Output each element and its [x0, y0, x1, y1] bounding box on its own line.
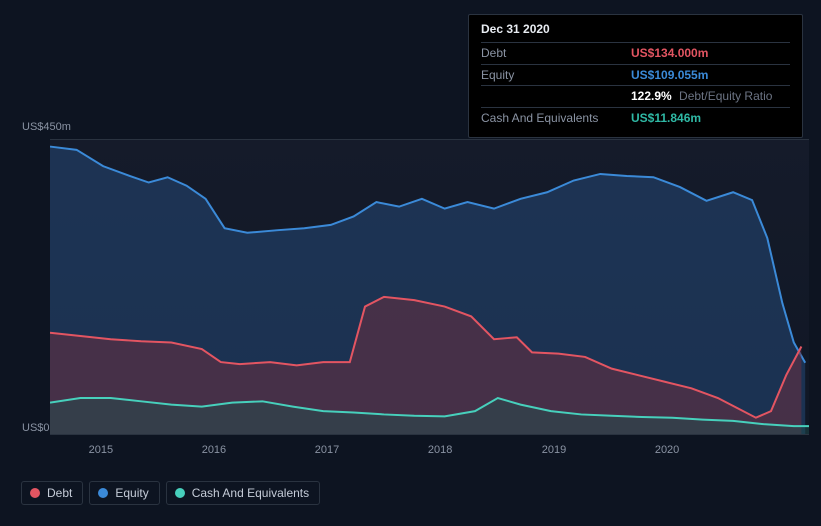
legend: Debt Equity Cash And Equivalents	[21, 481, 320, 505]
x-tick-label: 2019	[542, 444, 566, 456]
tooltip-debt-value: US$134.000m	[631, 45, 708, 62]
area-chart[interactable]	[50, 139, 809, 435]
y-axis-max-label: US$450m	[22, 121, 71, 133]
tooltip-panel: Dec 31 2020 Debt US$134.000m Equity US$1…	[468, 14, 803, 138]
tooltip-ratio: 122.9% Debt/Equity Ratio	[631, 88, 772, 105]
legend-label: Debt	[47, 486, 72, 500]
tooltip-ratio-value: 122.9%	[631, 89, 672, 103]
x-tick-label: 2016	[202, 444, 226, 456]
legend-item-equity[interactable]: Equity	[89, 481, 159, 505]
legend-item-debt[interactable]: Debt	[21, 481, 83, 505]
tooltip-equity-value: US$109.055m	[631, 67, 708, 84]
tooltip-cash-value: US$11.846m	[631, 110, 701, 127]
x-tick-label: 2018	[428, 444, 452, 456]
y-axis-min-label: US$0	[22, 422, 50, 434]
legend-label: Cash And Equivalents	[192, 486, 309, 500]
tooltip-date: Dec 31 2020	[481, 21, 790, 38]
legend-item-cash[interactable]: Cash And Equivalents	[166, 481, 320, 505]
legend-label: Equity	[115, 486, 148, 500]
x-tick-label: 2015	[89, 444, 113, 456]
legend-dot-icon	[98, 488, 108, 498]
legend-dot-icon	[30, 488, 40, 498]
tooltip-ratio-label: Debt/Equity Ratio	[679, 89, 772, 103]
tooltip-debt-label: Debt	[481, 45, 631, 62]
legend-dot-icon	[175, 488, 185, 498]
x-tick-label: 2017	[315, 444, 339, 456]
x-tick-label: 2020	[655, 444, 679, 456]
tooltip-cash-label: Cash And Equivalents	[481, 110, 631, 127]
chart-container: { "chart": { "type": "area", "background…	[0, 0, 821, 526]
tooltip-ratio-blank	[481, 88, 631, 105]
tooltip-equity-label: Equity	[481, 67, 631, 84]
